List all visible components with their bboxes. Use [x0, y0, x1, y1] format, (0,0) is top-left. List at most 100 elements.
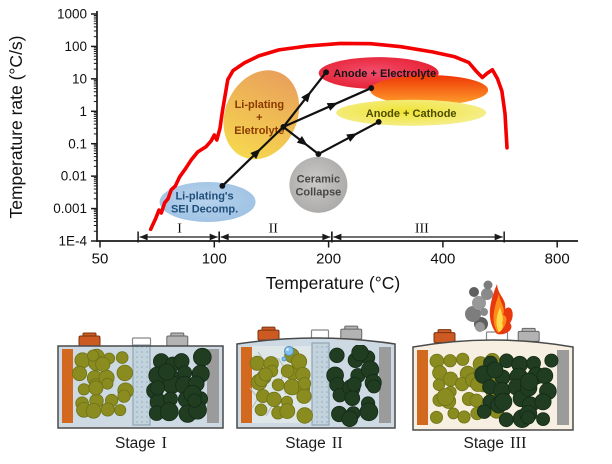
region-label-liplating-electrolyte: + [256, 112, 262, 124]
cathode-particle [494, 392, 513, 411]
cathode-particle [341, 410, 358, 427]
anode-particle [266, 391, 282, 407]
anode-particle [279, 403, 296, 420]
cathode-particle [366, 379, 381, 394]
cathode-particle [329, 347, 345, 364]
stage-2-caption-numeral: II [332, 433, 343, 452]
arrowhead-icon [346, 133, 358, 142]
cathode-particle [351, 345, 369, 362]
region-label-ceramic-collapse: Collapse [295, 186, 341, 198]
x-tick-label: 50 [92, 251, 109, 268]
stage-span-numeral: II [269, 222, 279, 237]
electrode-particles [71, 347, 212, 423]
anode-particle [280, 364, 295, 378]
reaction-node-dot [219, 183, 226, 189]
battery-case-outline [57, 345, 224, 429]
stage-2-caption: Stage II [285, 433, 343, 452]
anode-particle [95, 356, 111, 372]
smoke-icon [469, 287, 479, 297]
anode-particle [77, 383, 91, 396]
positive-terminal [78, 335, 101, 347]
reaction-node-dot [280, 123, 287, 130]
battery-stage-1-diagram [57, 332, 224, 429]
reaction-pathway-arrows [219, 69, 382, 189]
separator [132, 344, 151, 426]
flame-core-icon [496, 307, 503, 332]
cathode-current-collector [557, 350, 569, 425]
stage-captions: Stage I Stage II Stage III [115, 433, 527, 452]
stage-1-caption-numeral: I [162, 433, 168, 452]
positive-terminal [433, 332, 456, 344]
cathode-particle [498, 412, 514, 428]
battery-stage-3-diagram [412, 280, 574, 431]
y-tick-label: 1 [79, 104, 87, 119]
anode-particle [296, 388, 312, 404]
region-label-liplating-electrolyte: Li-plating [235, 99, 285, 111]
smoke-icon [480, 308, 488, 316]
anode-particle [290, 353, 308, 370]
y-tick-label: 10 [72, 71, 87, 86]
region-label-anode-cathode: Anode + Cathode [366, 108, 457, 120]
anode-particle [443, 354, 457, 368]
rate-temperature-chart: 1000 100 10 1 0.1 0.01 0.001 1E-4 50 100 200 400 80… [6, 7, 578, 293]
battery-case-outline [236, 337, 396, 429]
anode-particle [436, 388, 455, 406]
y-axis-label: Temperature rate (°C/s) [6, 35, 26, 218]
anode-particle [117, 389, 131, 403]
anode-particle [100, 402, 115, 417]
region-liplating-electrolyte [223, 70, 300, 160]
reaction-node-dot [323, 69, 330, 76]
reaction-node-dot [315, 151, 322, 157]
y-tick-label: 1E-4 [58, 234, 87, 249]
x-tick-label: 800 [545, 251, 570, 268]
stage-1-caption-word: Stage [115, 435, 156, 452]
anode-particle [87, 349, 100, 362]
anode-particle [456, 352, 470, 366]
region-unlabeled-orange [370, 75, 489, 106]
negative-terminal [340, 328, 363, 340]
cathode-particle [159, 402, 179, 422]
stage-3-caption-word: Stage [464, 435, 505, 452]
anode-particle [271, 378, 285, 392]
x-tick-label: 400 [430, 251, 455, 268]
cathode-particle [346, 376, 362, 392]
y-tick-label: 0.01 [61, 169, 87, 184]
anode-particle [116, 364, 134, 382]
x-tick-label: 100 [202, 251, 227, 268]
arrowhead-icon [220, 233, 229, 241]
y-axis-ticks: 1000 100 10 1 0.1 0.01 0.001 1E-4 [53, 7, 97, 249]
y-tick-label: 1000 [57, 7, 87, 22]
arrowhead-icon [301, 91, 311, 103]
anode-current-collector [241, 347, 252, 423]
stage-1-caption: Stage I [115, 433, 167, 452]
cathode-particle [359, 402, 379, 422]
negative-terminal [517, 330, 540, 342]
reaction-node-dot [375, 119, 382, 125]
anode-particle [88, 380, 104, 396]
anode-particle [114, 404, 127, 417]
cathode-particle [486, 361, 504, 379]
gas-bubble-icon [281, 356, 287, 362]
cathode-particle [519, 372, 539, 391]
cathode-particle [521, 410, 536, 425]
positive-terminal [257, 329, 280, 341]
arrowhead-icon [333, 233, 342, 241]
electrode-particles [429, 352, 559, 429]
anode-particle [249, 355, 265, 371]
gas-bubble-highlight [286, 348, 289, 351]
anode-particle [298, 377, 312, 391]
region-label-sei-decomposition: Li-plating's [175, 190, 233, 202]
stage-span-numeral: III [415, 222, 429, 237]
cathode-particle [534, 393, 552, 411]
anode-particle [254, 403, 268, 417]
smoke-icon [483, 280, 493, 290]
reaction-regions [159, 57, 489, 222]
cathode-particle [536, 367, 554, 385]
stage-3-caption: Stage III [464, 433, 527, 452]
arrowhead-icon [139, 233, 148, 241]
x-axis-label: Temperature (°C) [266, 273, 400, 293]
cathode-particle [187, 393, 202, 408]
